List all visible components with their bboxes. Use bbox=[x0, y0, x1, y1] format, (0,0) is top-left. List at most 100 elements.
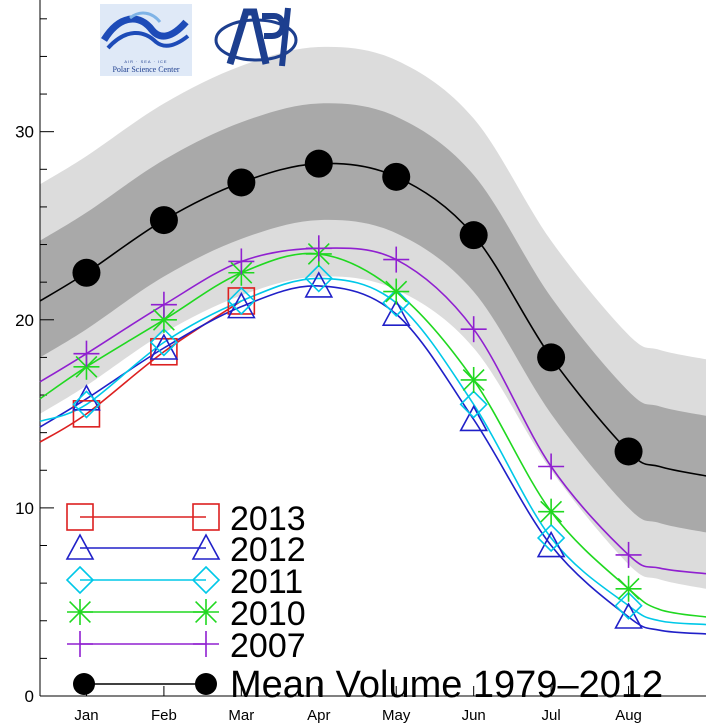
asterisk-stroke bbox=[385, 280, 408, 303]
circle-marker bbox=[537, 343, 566, 372]
triangle-marker bbox=[65, 533, 95, 560]
data-point-mean-volume-1979-2012 bbox=[304, 149, 333, 178]
y-tick-label: 0 bbox=[25, 687, 34, 706]
data-point-mean-volume-1979-2012 bbox=[227, 168, 256, 197]
circle-marker bbox=[614, 437, 643, 466]
triangle-marker bbox=[191, 533, 221, 560]
diamond-marker bbox=[65, 565, 95, 595]
square-marker bbox=[72, 400, 101, 428]
asterisk-stroke bbox=[152, 308, 175, 331]
legend-entry: 2012 bbox=[65, 531, 306, 569]
legend-entry: Mean Volume 1979–2012 bbox=[73, 664, 663, 706]
legend-label: 2007 bbox=[230, 627, 306, 665]
asterisk-stroke bbox=[195, 601, 217, 623]
data-point-2010 bbox=[150, 306, 177, 333]
x-tick-label: Feb bbox=[151, 707, 177, 724]
x-tick-label: May bbox=[382, 707, 411, 724]
legend-marker bbox=[193, 599, 219, 625]
legend-label: 2011 bbox=[230, 563, 303, 601]
asterisk-stroke bbox=[69, 601, 91, 623]
data-point-2007 bbox=[615, 541, 642, 568]
diamond-marker bbox=[536, 523, 566, 553]
x-tick-label: Jan bbox=[74, 707, 98, 724]
logos: AIR · SEA · ICE Polar Science Center bbox=[100, 4, 302, 76]
diamond-marker bbox=[191, 565, 221, 595]
data-point-2012 bbox=[227, 291, 256, 319]
x-tick-label: Apr bbox=[307, 707, 330, 724]
triangle-marker bbox=[227, 291, 256, 319]
std-dev-bands bbox=[40, 46, 706, 589]
legend-entry: 2010 bbox=[67, 595, 306, 633]
data-point-2011 bbox=[149, 328, 179, 357]
data-point-2013 bbox=[150, 337, 178, 366]
data-point-2007 bbox=[73, 340, 100, 367]
legend-marker bbox=[65, 533, 95, 560]
data-point-mean-volume-1979-2012 bbox=[614, 437, 643, 466]
data-point-2007 bbox=[150, 291, 177, 318]
legend-marker bbox=[73, 673, 95, 695]
legend-marker bbox=[191, 565, 221, 595]
wave-icon bbox=[101, 11, 190, 50]
data-point-2010 bbox=[73, 353, 100, 380]
triangle-marker bbox=[149, 333, 179, 360]
data-point-2007 bbox=[538, 453, 565, 480]
legend-marker bbox=[67, 599, 93, 625]
square-marker bbox=[66, 503, 94, 531]
data-point-2012 bbox=[614, 602, 643, 629]
data-point-2012 bbox=[459, 404, 489, 432]
data-point-mean-volume-1979-2012 bbox=[149, 206, 178, 235]
legend-entry: 2013 bbox=[66, 500, 306, 538]
legend-label: 2012 bbox=[230, 531, 306, 569]
psc-subtext: AIR · SEA · ICE bbox=[124, 59, 168, 64]
data-point-2007 bbox=[383, 246, 410, 273]
legend-entry: 2007 bbox=[67, 627, 306, 665]
band-inner bbox=[40, 103, 706, 533]
legend-marker bbox=[67, 631, 93, 657]
legend-marker bbox=[191, 533, 221, 560]
data-point-2010 bbox=[460, 366, 487, 393]
data-point-2007 bbox=[460, 316, 487, 343]
triangle-marker bbox=[614, 602, 643, 629]
square-marker bbox=[192, 503, 220, 531]
legend-entry: 2011 bbox=[65, 563, 303, 601]
data-point-2012 bbox=[149, 333, 179, 360]
data-point-2010 bbox=[615, 575, 642, 602]
triangle-marker bbox=[381, 299, 411, 326]
polar-science-center-logo: AIR · SEA · ICE Polar Science Center bbox=[100, 4, 192, 76]
data-point-2011 bbox=[459, 390, 488, 419]
series-markers bbox=[72, 149, 643, 629]
asterisk-stroke bbox=[617, 577, 640, 600]
x-tick-label: Jun bbox=[462, 707, 486, 724]
legend-label: 2010 bbox=[230, 595, 306, 633]
data-point-2011 bbox=[72, 390, 101, 419]
legend-marker bbox=[192, 503, 220, 531]
circle-marker bbox=[304, 149, 333, 178]
y-tick-label: 10 bbox=[15, 499, 34, 518]
circle-marker bbox=[459, 221, 488, 250]
data-point-2007 bbox=[305, 235, 332, 262]
legend-marker bbox=[193, 631, 219, 657]
x-tick-label: Jul bbox=[542, 707, 561, 724]
diamond-marker bbox=[304, 264, 333, 293]
data-point-2007 bbox=[228, 248, 255, 275]
diamond-marker bbox=[459, 390, 488, 419]
legend-marker bbox=[65, 565, 95, 595]
series-line-2012 bbox=[39, 285, 706, 635]
data-point-mean-volume-1979-2012 bbox=[459, 221, 488, 250]
asterisk-stroke bbox=[75, 355, 98, 378]
legend-label: Mean Volume 1979–2012 bbox=[230, 664, 663, 706]
data-point-mean-volume-1979-2012 bbox=[537, 343, 566, 372]
asterisk-stroke bbox=[462, 369, 485, 391]
legend-marker bbox=[195, 673, 217, 695]
circle-marker bbox=[149, 206, 178, 235]
data-point-2011 bbox=[536, 523, 566, 553]
circle-marker bbox=[382, 162, 411, 191]
diamond-marker bbox=[72, 390, 101, 419]
asterisk-stroke bbox=[540, 500, 563, 523]
circle-marker bbox=[72, 258, 101, 287]
data-point-2010 bbox=[538, 498, 565, 525]
data-point-2011 bbox=[382, 288, 411, 317]
square-marker bbox=[150, 337, 178, 366]
